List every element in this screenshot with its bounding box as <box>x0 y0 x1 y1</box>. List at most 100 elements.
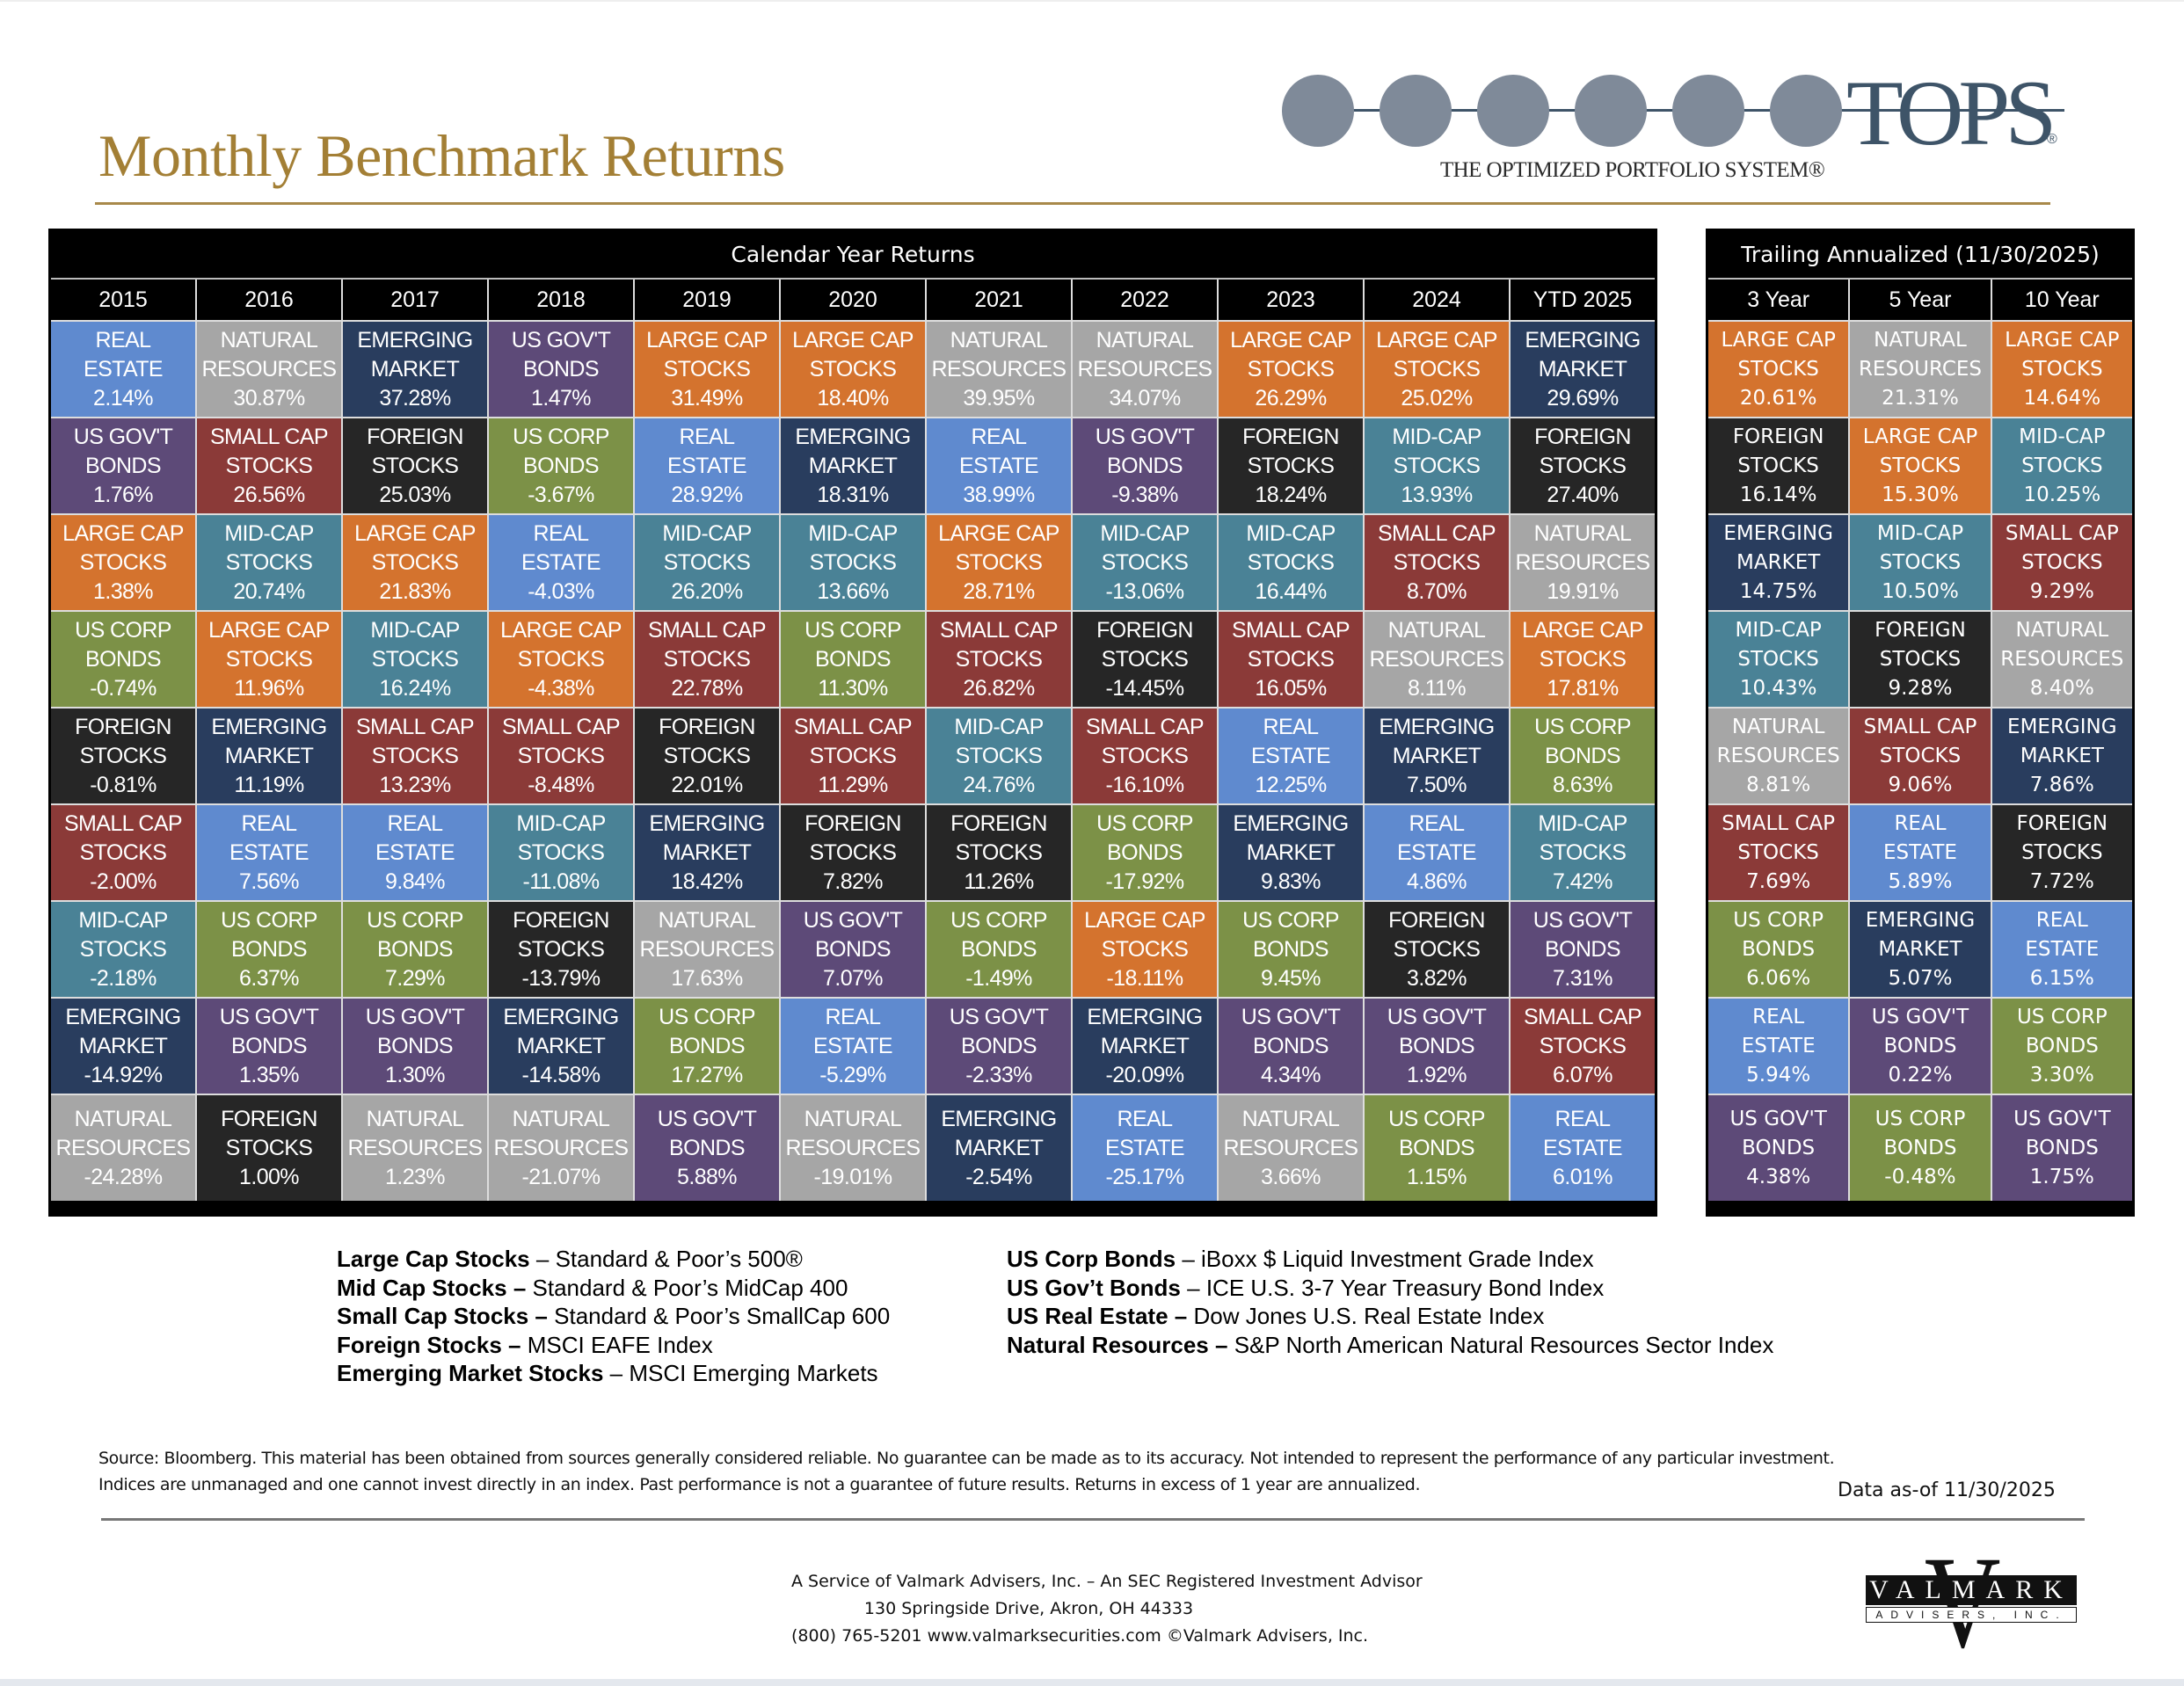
return-value: 38.99% <box>963 482 1035 507</box>
asset-name-line-2: STOCKS <box>1247 549 1335 575</box>
return-value: 9.45% <box>1261 965 1321 991</box>
asset-class-cell: REAL ESTATE 4.86% <box>1365 805 1511 900</box>
asset-class-cell: FOREIGN STOCKS -13.79% <box>489 902 635 997</box>
return-value: 13.93% <box>1401 482 1473 507</box>
asset-name-line-1: NATURAL <box>1241 1106 1340 1131</box>
asset-name-line-1: NATURAL <box>220 327 318 352</box>
return-value: -2.18% <box>90 965 157 991</box>
asset-class-cell: FOREIGN STOCKS 9.28% <box>1850 612 1992 707</box>
asset-class-cell: US GOV'T BONDS 7.31% <box>1511 902 1655 997</box>
asset-class-cell: NATURAL RESOURCES 19.91% <box>1511 515 1655 610</box>
asset-name-line-2: BONDS <box>1107 453 1183 478</box>
legend-asset-name: Natural Resources – <box>1007 1331 1228 1358</box>
asset-class-cell: SMALL CAP STOCKS 8.70% <box>1365 515 1511 610</box>
asset-class-cell: LARGE CAP STOCKS 18.40% <box>781 322 927 417</box>
asset-name-line-2: STOCKS <box>2021 550 2103 574</box>
page-top-edge <box>0 0 2184 2</box>
table-row: LARGE CAP STOCKS 1.38% MID-CAP STOCKS 20.74% L… <box>51 515 1655 612</box>
asset-class-cell: US GOV'T BONDS 4.34% <box>1219 999 1365 1094</box>
asset-class-cell: US CORP BONDS -0.74% <box>51 612 197 707</box>
asset-name-line-1: EMERGING <box>795 424 911 449</box>
asset-name-line-2: STOCKS <box>1247 453 1335 478</box>
asset-class-cell: REAL ESTATE 12.25% <box>1219 709 1365 803</box>
asset-class-cell: NATURAL RESOURCES 30.87% <box>197 322 343 417</box>
asset-name-line-1: FOREIGN <box>1534 424 1631 449</box>
asset-class-cell: US GOV'T BONDS 1.35% <box>197 999 343 1094</box>
logo-dot-icon <box>1770 75 1842 147</box>
asset-name-line-1: US GOV'T <box>511 327 611 352</box>
return-value: 17.81% <box>1547 675 1619 701</box>
return-value: 8.63% <box>1553 772 1613 797</box>
logo-dot-icon <box>1282 75 1354 147</box>
asset-name-line-1: EMERGING <box>2007 715 2117 738</box>
asset-class-cell: US CORP BONDS 7.29% <box>343 902 489 997</box>
asset-name-line-2: MARKET <box>1878 937 1962 961</box>
asset-class-cell: REAL ESTATE 5.89% <box>1850 805 1992 900</box>
return-value: -3.67% <box>528 482 594 507</box>
asset-name-line-1: NATURAL <box>1387 617 1486 643</box>
legend-right-column: US Corp Bonds – iBoxx $ Liquid Investmen… <box>1007 1245 1773 1359</box>
return-value: 28.92% <box>671 482 743 507</box>
asset-name-line-2: ESTATE <box>813 1033 893 1058</box>
return-value: 26.56% <box>233 482 305 507</box>
calendar-table-title: Calendar Year Returns <box>51 231 1655 280</box>
asset-class-cell: US CORP BONDS -1.49% <box>927 902 1073 997</box>
asset-class-cell: MID-CAP STOCKS 7.42% <box>1511 805 1655 900</box>
return-value: 5.07% <box>1888 966 1953 990</box>
asset-name-line-2: ESTATE <box>1105 1135 1185 1160</box>
asset-name-line-1: EMERGING <box>65 1004 181 1029</box>
asset-class-cell: US GOV'T BONDS 0.22% <box>1850 999 1992 1094</box>
asset-name-line-1: US CORP <box>1534 714 1631 739</box>
return-value: 12.25% <box>1255 772 1327 797</box>
asset-class-cell: US CORP BONDS 9.45% <box>1219 902 1365 997</box>
asset-name-line-2: STOCKS <box>1539 1033 1627 1058</box>
calendar-returns-table: Calendar Year Returns 2015 2016 2017 2018 20… <box>48 229 1657 1217</box>
return-value: -16.10% <box>1105 772 1185 797</box>
asset-class-cell: FOREIGN STOCKS 22.01% <box>635 709 781 803</box>
asset-class-cell: FOREIGN STOCKS 1.00% <box>197 1095 343 1201</box>
legend-item: Large Cap Stocks – Standard & Poor’s 500… <box>337 1245 890 1274</box>
asset-class-cell: US GOV'T BONDS -9.38% <box>1073 418 1219 513</box>
return-value: 10.43% <box>1739 676 1817 700</box>
return-value: 26.82% <box>963 675 1035 701</box>
return-value: 14.64% <box>2023 386 2101 410</box>
asset-name-line-2: ESTATE <box>1543 1135 1623 1160</box>
asset-name-line-1: NATURAL <box>804 1106 902 1131</box>
asset-name-line-1: FOREIGN <box>221 1106 317 1131</box>
asset-name-line-1: MID-CAP <box>1392 424 1481 449</box>
asset-name-line-2: STOCKS <box>371 743 459 768</box>
return-value: -0.81% <box>90 772 157 797</box>
legend-asset-name: Foreign Stocks – <box>337 1331 521 1358</box>
asset-name-line-1: MID-CAP <box>954 714 1044 739</box>
return-value: 26.29% <box>1255 385 1327 411</box>
asset-class-cell: FOREIGN STOCKS 3.82% <box>1365 902 1511 997</box>
asset-name-line-2: MARKET <box>1538 356 1627 382</box>
asset-class-cell: REAL ESTATE 5.94% <box>1708 999 1851 1094</box>
asset-name-line-1: FOREIGN <box>513 907 609 933</box>
asset-name-line-2: ESTATE <box>667 453 747 478</box>
footer-contact: (800) 765-5201 www.valmarksecurities.com… <box>791 1626 1369 1646</box>
trailing-returns-table: Trailing Annualized (11/30/2025) 3 Year 5… <box>1706 229 2135 1217</box>
return-value: -14.58% <box>521 1062 601 1087</box>
asset-class-cell: REAL ESTATE 7.56% <box>197 805 343 900</box>
table-row: REAL ESTATE 2.14% NATURAL RESOURCES 30.87% EME… <box>51 322 1655 418</box>
asset-class-cell: EMERGING MARKET 18.31% <box>781 418 927 513</box>
legend-index-name: MSCI Emerging Markets <box>629 1360 878 1386</box>
asset-name-line-1: US CORP <box>1875 1107 1966 1130</box>
calendar-table-body: REAL ESTATE 2.14% NATURAL RESOURCES 30.87% EME… <box>51 322 1655 1201</box>
asset-class-cell: SMALL CAP STOCKS 26.82% <box>927 612 1073 707</box>
asset-name-line-1: REAL <box>1117 1106 1174 1131</box>
legend-index-name: Standard & Poor’s 500® <box>555 1246 803 1272</box>
asset-name-line-2: STOCKS <box>1539 453 1627 478</box>
asset-class-cell: US CORP BONDS 1.15% <box>1365 1095 1511 1201</box>
asset-name-line-2: ESTATE <box>959 453 1039 478</box>
logo-registered-mark: ® <box>2047 132 2057 147</box>
disclaimer-line-2: Indices are unmanaged and one cannot inv… <box>98 1475 1421 1494</box>
table-row: FOREIGN STOCKS 16.14% LARGE CAP STOCKS 15.30%… <box>1708 418 2132 515</box>
asset-name-line-2: ESTATE <box>1883 840 1957 864</box>
asset-class-cell: SMALL CAP STOCKS -8.48% <box>489 709 635 803</box>
asset-name-line-2: BONDS <box>961 936 1037 962</box>
return-value: 17.63% <box>671 965 743 991</box>
asset-name-line-1: LARGE CAP <box>2005 328 2120 352</box>
asset-class-cell: NATURAL RESOURCES 8.81% <box>1708 709 1851 803</box>
